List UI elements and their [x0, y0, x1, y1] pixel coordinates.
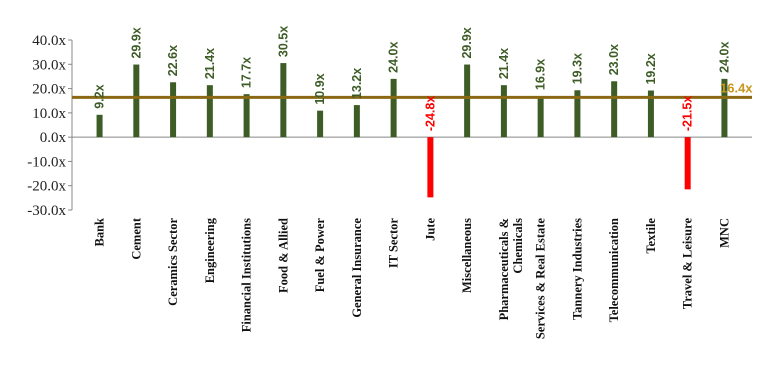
bar — [684, 137, 691, 190]
bar — [464, 64, 471, 138]
data-label: 19.3x — [570, 53, 584, 84]
bar-layer — [96, 63, 728, 198]
y-tick-label: 40.0x — [32, 33, 66, 49]
data-label: -21.5x — [681, 96, 695, 131]
category-label: Travel & Leisure — [681, 218, 695, 310]
bar — [427, 137, 434, 198]
bar — [133, 64, 140, 138]
data-label: 13.2x — [350, 68, 364, 99]
bar — [611, 81, 618, 138]
bar — [170, 82, 177, 138]
y-tick-label: 20.0x — [32, 82, 66, 98]
bar — [280, 63, 287, 138]
bar — [353, 105, 360, 138]
category-label: General Insurance — [350, 218, 364, 318]
y-tick-label: 0.0x — [40, 130, 67, 146]
bar — [317, 110, 324, 138]
category-label: Textile — [644, 218, 658, 254]
axis-layer: 40.0x 30.0x 20.0x 10.0x 0.0x -10.0x -20.0x -30.… — [27, 33, 752, 219]
y-tick-label: 30.0x — [32, 57, 66, 73]
category-label: Services & Real Estate — [534, 218, 548, 340]
category-label: Ceramics Sector — [166, 218, 180, 306]
category-label: Telecommunication — [607, 218, 621, 322]
y-tick-label: 10.0x — [32, 106, 66, 122]
bar — [243, 94, 250, 138]
y-tick-label: -20.0x — [27, 179, 66, 195]
bar — [96, 114, 103, 138]
data-label: 29.9x — [129, 27, 143, 58]
bar — [721, 78, 728, 138]
bar — [647, 90, 654, 138]
category-label: Engineering — [203, 217, 217, 283]
bar — [206, 85, 213, 138]
label-layer: 9.2x Bank 29.9x Cement 22.6x Ceramics Sector 2… — [93, 26, 732, 339]
category-label: Miscellaneous — [460, 218, 474, 293]
data-label: 29.9x — [460, 27, 474, 58]
category-label: Financial Institutions — [240, 218, 254, 332]
data-label: -24.8x — [423, 96, 437, 131]
data-label: 9.2x — [93, 84, 107, 108]
bar — [390, 78, 397, 138]
data-label: 24.0x — [717, 42, 731, 73]
category-label: Pharmaceuticals & — [497, 218, 511, 320]
data-label: 24.0x — [387, 42, 401, 73]
reference-layer: 16.4x — [72, 80, 753, 99]
data-label: 16.9x — [534, 59, 548, 90]
category-label: Cement — [129, 217, 143, 259]
category-label: Food & Allied — [276, 218, 290, 293]
y-tick-label: -30.0x — [27, 203, 66, 219]
category-label: Jute — [423, 218, 437, 241]
category-label: Tannery Industries — [570, 218, 584, 320]
data-label: 19.2x — [644, 53, 658, 84]
data-label: 10.9x — [313, 73, 327, 104]
bar — [574, 90, 581, 138]
bar — [500, 85, 507, 138]
data-label: 23.0x — [607, 44, 621, 75]
y-tick-label: -10.0x — [27, 154, 66, 170]
data-label: 17.7x — [240, 57, 254, 88]
data-label: 30.5x — [276, 26, 290, 57]
category-label: Bank — [93, 218, 107, 247]
category-label: IT Sector — [387, 218, 401, 269]
category-label: Chemicals — [511, 218, 525, 274]
data-label: 21.4x — [497, 48, 511, 79]
bar — [537, 96, 544, 138]
category-label: Fuel & Power — [313, 218, 327, 293]
category-label: MNC — [717, 218, 731, 248]
data-label: 22.6x — [166, 45, 180, 76]
reference-label: 16.4x — [720, 80, 753, 95]
data-label: 21.4x — [203, 48, 217, 79]
